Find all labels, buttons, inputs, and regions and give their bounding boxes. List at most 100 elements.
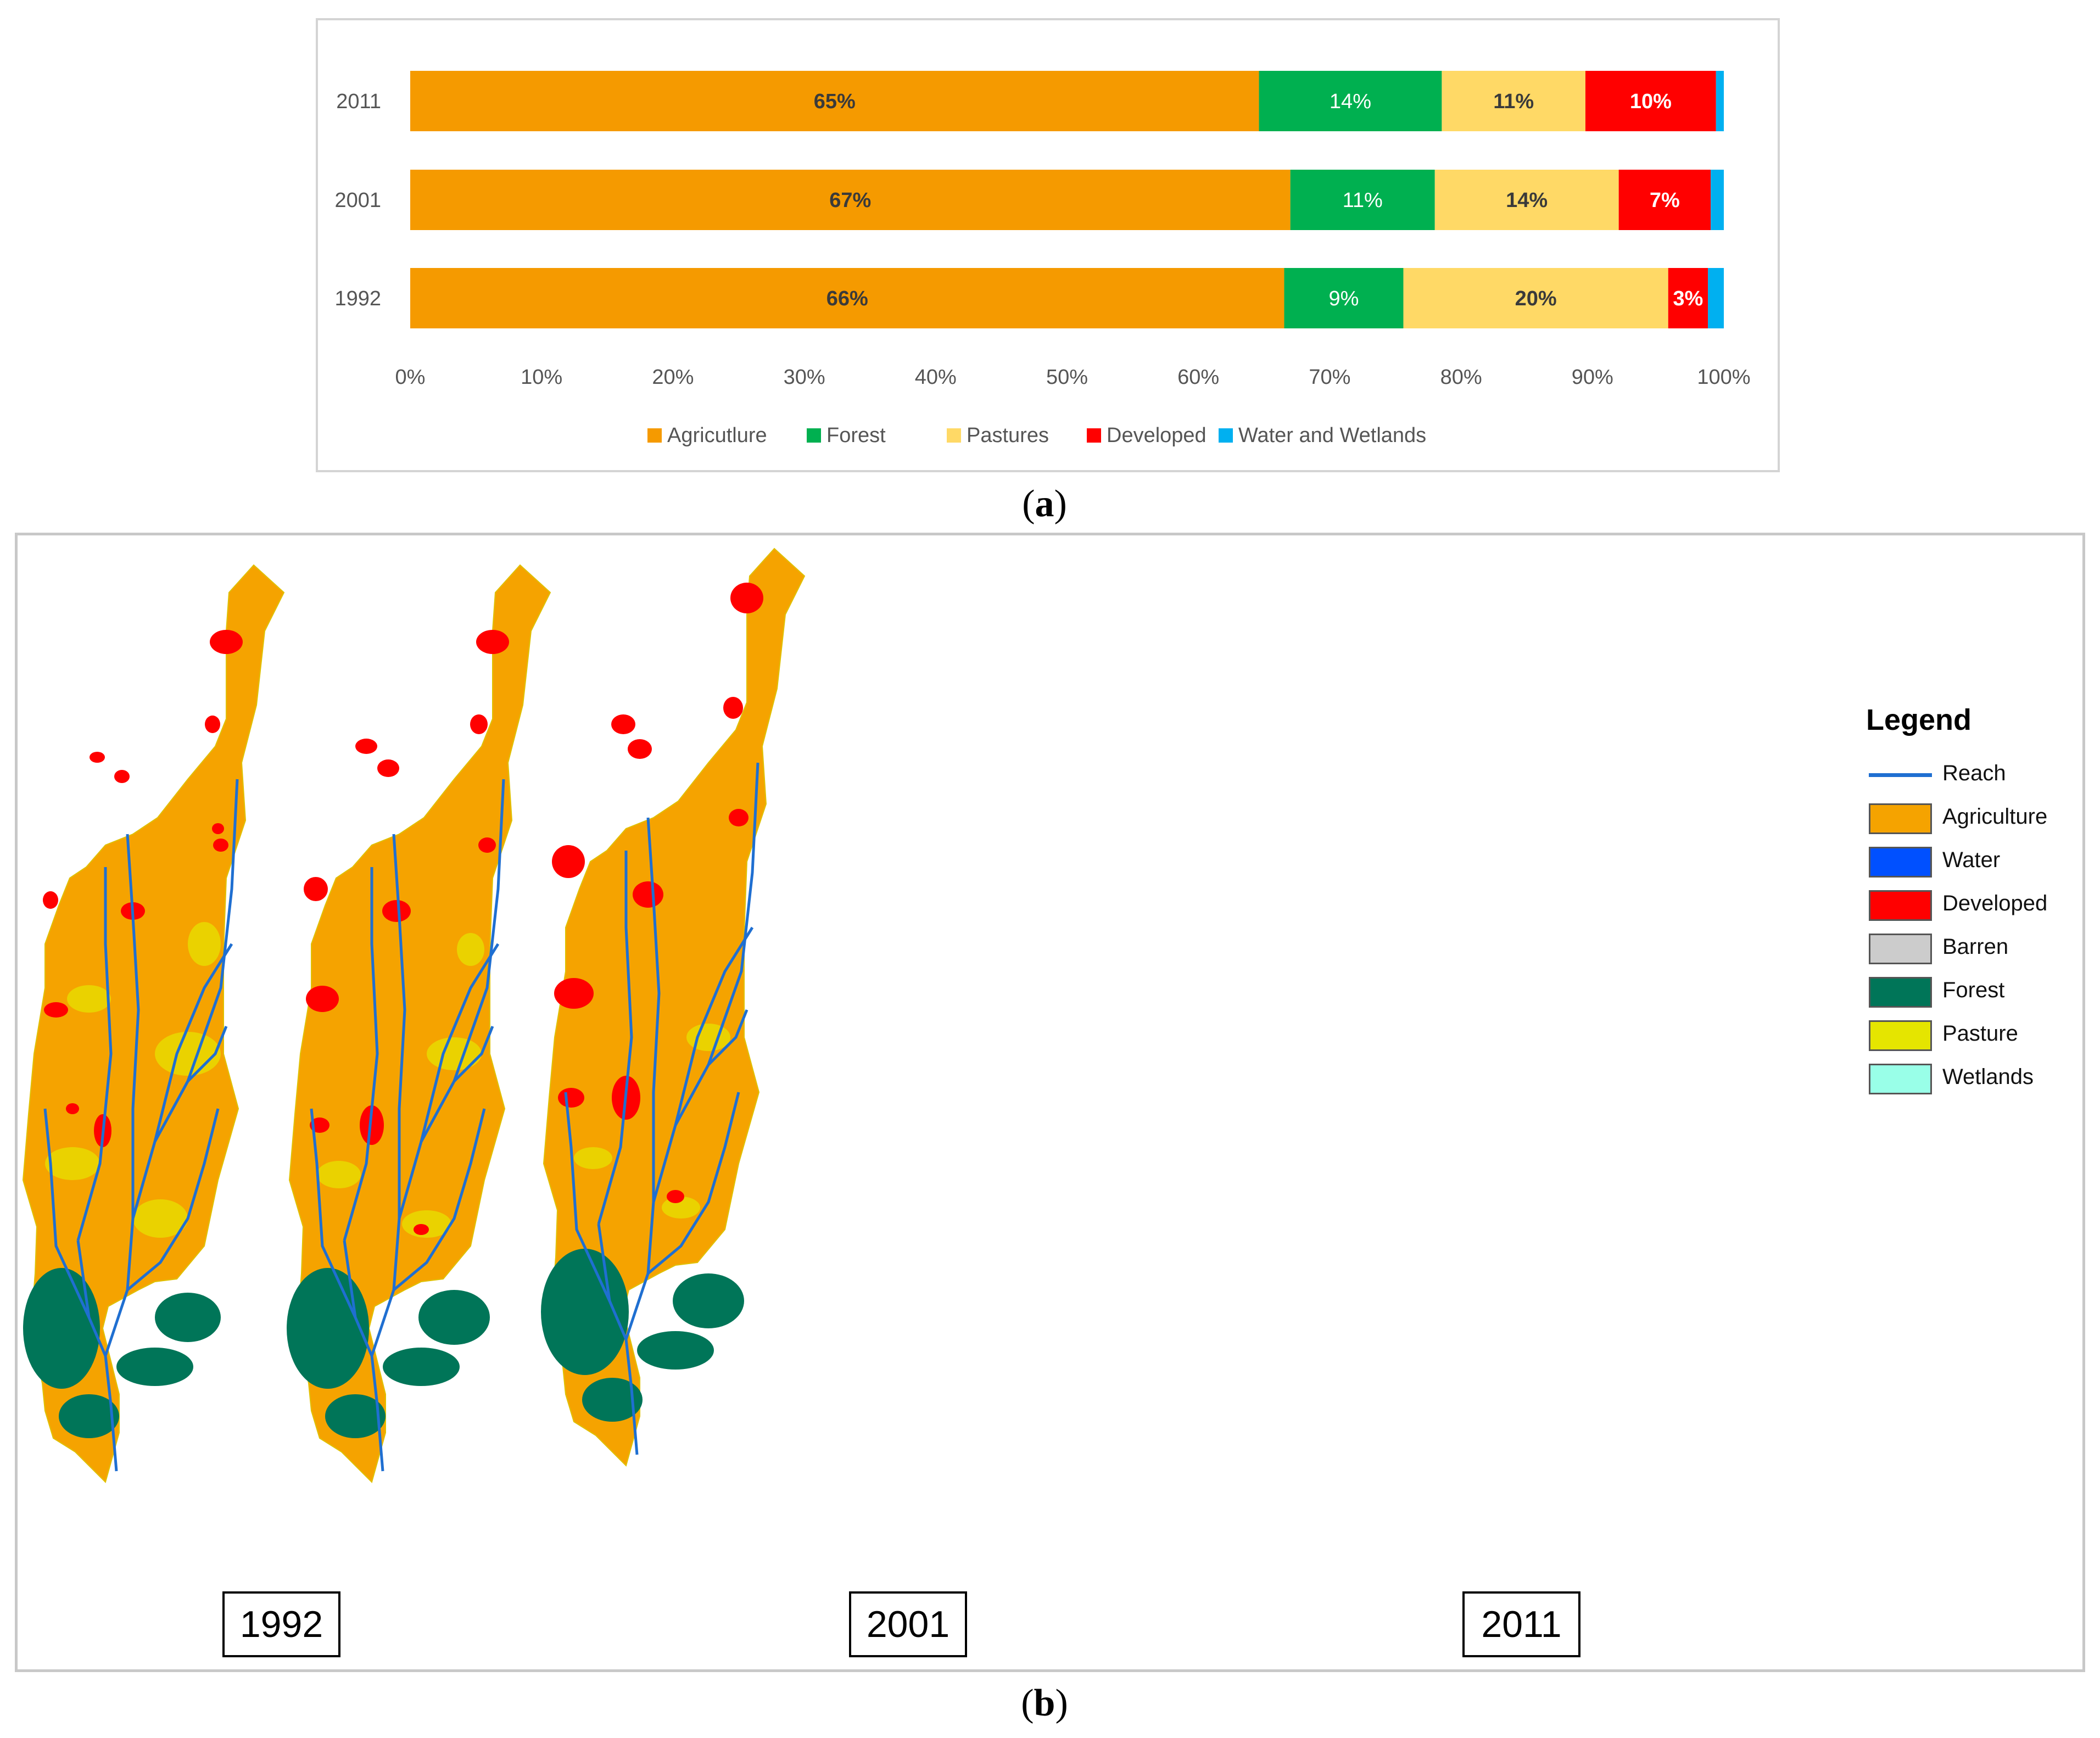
- data-label: 7%: [1650, 189, 1680, 212]
- forest-patch: [582, 1378, 643, 1422]
- map-year-label-2011: 2011: [1462, 1591, 1580, 1657]
- bar-segment: [1585, 71, 1716, 131]
- reach-line: [343, 867, 379, 1241]
- forest-patch: [155, 1293, 221, 1342]
- forest-patch: [23, 1268, 100, 1389]
- developed-patch: [382, 900, 411, 922]
- reach-line: [597, 851, 633, 1225]
- data-label: 3%: [1673, 287, 1703, 310]
- map-legend-title: Legend: [1866, 703, 1972, 736]
- map-legend-items: Reach Agriculture Water Developed Barren Fore…: [1856, 752, 2076, 1099]
- pasture-patch: [457, 933, 484, 966]
- reach-line: [453, 1026, 494, 1082]
- bar-segment: [1434, 170, 1619, 230]
- legend-swatch: [1869, 1064, 1932, 1094]
- reach-line: [187, 1026, 228, 1082]
- reach-line: [646, 817, 661, 1202]
- forest-patch: [59, 1394, 119, 1438]
- developed-patch: [414, 1224, 429, 1235]
- data-label: 11%: [1493, 90, 1534, 113]
- legend-swatch: [1869, 890, 1932, 921]
- forest-patch: [325, 1394, 386, 1438]
- data-label: 14%: [1506, 189, 1548, 212]
- forest-patch: [673, 1273, 744, 1328]
- data-label: 67%: [829, 189, 871, 212]
- developed-patch: [730, 583, 763, 613]
- bar-segment: [410, 170, 1291, 230]
- x-tick-label: 30%: [784, 366, 825, 389]
- x-tick-label: 20%: [652, 366, 694, 389]
- reach-line: [564, 1092, 611, 1302]
- developed-patch: [611, 714, 635, 734]
- legend-item-forest: Forest: [1856, 969, 2076, 1013]
- legend-item-wetlands: Wetlands: [1856, 1056, 2076, 1099]
- reach-line: [707, 1009, 749, 1066]
- legend-label: Forest: [826, 424, 886, 447]
- stacked-bar-chart-panel: 2011 65% 14% 11% 10% 2001 67% 11% 14% 7% 1992 66% 9%…: [316, 18, 1780, 472]
- legend-label: Wetlands: [1942, 1065, 2034, 1089]
- x-tick-label: 80%: [1440, 366, 1482, 389]
- legend-item-developed: Developed: [1856, 882, 2076, 926]
- forest-patch: [637, 1331, 714, 1370]
- x-tick-label: 90%: [1572, 366, 1613, 389]
- legend-label: Forest: [1942, 978, 2005, 1002]
- legend-swatch: [1087, 428, 1101, 443]
- developed-patch: [552, 845, 585, 878]
- reach-line: [126, 834, 140, 1219]
- y-tick-label: 2001: [334, 189, 381, 212]
- developed-patch: [478, 837, 496, 853]
- pasture-patch: [686, 1024, 730, 1051]
- legend-label: Agricutlure: [667, 424, 767, 447]
- bar-segment: [1711, 170, 1724, 230]
- developed-patch: [633, 881, 663, 908]
- reach-line: [104, 779, 239, 1356]
- legend-label: Pastures: [967, 424, 1049, 447]
- reach-line: [76, 867, 113, 1241]
- legend-item-agriculture: Agriculture: [1856, 796, 2076, 839]
- legend-label: Agriculture: [1942, 804, 2048, 829]
- pasture-patch: [574, 1147, 612, 1169]
- developed-patch: [729, 809, 749, 826]
- land-use-maps-panel: 1992 2001 2011: [15, 533, 2085, 1672]
- legend-swatch: [807, 428, 821, 443]
- legend-label: Water: [1942, 848, 2001, 872]
- forest-patch: [418, 1290, 490, 1345]
- watershed-agriculture: [543, 547, 806, 1467]
- pasture-patch: [317, 1161, 361, 1188]
- caption-b: (b): [1021, 1682, 1068, 1724]
- caption-a-letter: a: [1035, 483, 1054, 525]
- developed-patch: [306, 986, 339, 1012]
- reach-line: [624, 762, 759, 1340]
- legend-swatch: [1869, 934, 1932, 964]
- legend-item-water: Water: [1856, 839, 2076, 882]
- reach-line-swatch: [1869, 773, 1932, 777]
- bar-segment: [1716, 71, 1724, 131]
- legend-swatch: [647, 428, 662, 443]
- developed-patch: [43, 891, 58, 909]
- map-year-label-1992: 1992: [222, 1591, 340, 1657]
- forest-patch: [116, 1348, 193, 1386]
- x-tick-label: 100%: [1697, 366, 1750, 389]
- developed-patch: [360, 1105, 384, 1145]
- reach-line: [393, 1108, 486, 1291]
- reach-line: [674, 926, 754, 1126]
- watershed-agriculture: [22, 564, 285, 1483]
- data-label: 20%: [1515, 287, 1557, 310]
- reach-line: [126, 1108, 220, 1291]
- developed-patch: [628, 739, 652, 759]
- watershed-agriculture: [288, 564, 551, 1483]
- developed-patch: [90, 752, 105, 763]
- legend-swatch: [1869, 977, 1932, 1008]
- y-tick-label: 2011: [336, 90, 381, 113]
- developed-patch: [212, 823, 224, 834]
- y-tick-label: 1992: [334, 287, 381, 310]
- developed-patch: [355, 739, 377, 754]
- map-legend: Legend Reach Agriculture Water Developed Bar…: [1856, 703, 2076, 1099]
- reach-line: [153, 943, 233, 1142]
- data-label: 66%: [826, 287, 868, 310]
- bar-segment: [1259, 71, 1442, 131]
- bar-segment: [1403, 268, 1668, 328]
- reach-line: [370, 779, 505, 1356]
- legend-swatch: [1869, 1020, 1932, 1051]
- data-label: 10%: [1630, 90, 1672, 113]
